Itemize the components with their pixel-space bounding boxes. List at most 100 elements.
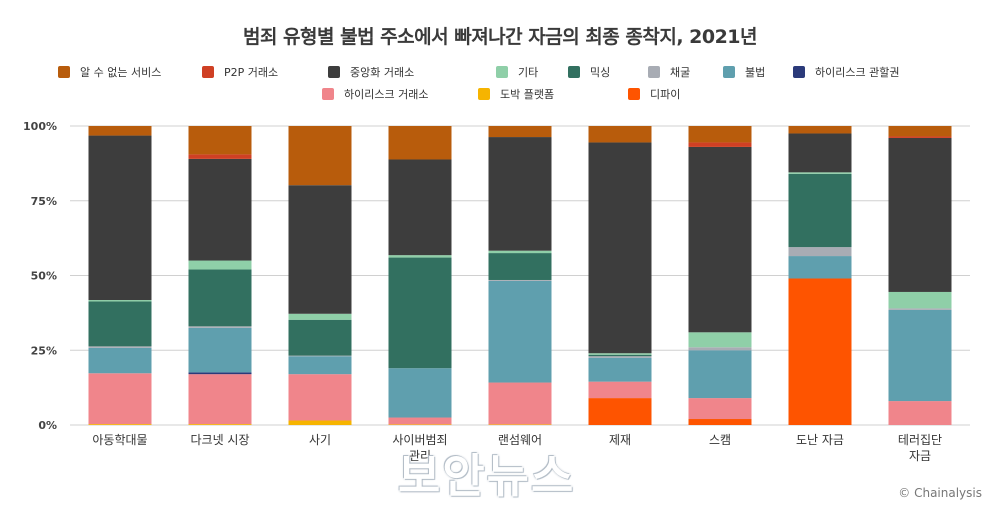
bar-segment [88, 300, 152, 302]
x-tick-label: 아동학대물 [92, 433, 147, 447]
legend-label: 하이리스크 거래소 [344, 88, 429, 101]
legend-label: 도박 플랫폼 [500, 88, 555, 101]
bar-segment [188, 374, 252, 425]
bar-segment [288, 355, 352, 357]
bar-segment [188, 424, 252, 425]
bar-segment [688, 332, 752, 348]
bar-segment [388, 417, 452, 425]
bar-segment [88, 347, 152, 374]
x-tick-label: 다크넷 시장 [190, 433, 249, 447]
y-tick-label: 50% [31, 270, 57, 283]
legend-label: 알 수 없는 서비스 [80, 66, 162, 79]
bar-segment [288, 356, 352, 375]
legend-swatch [723, 66, 735, 78]
legend-label: 믹싱 [590, 66, 611, 79]
bar-segment [688, 126, 752, 143]
bar-segment [788, 133, 852, 173]
bar-segment [688, 146, 752, 333]
legend-swatch [322, 88, 334, 100]
bar-segment [88, 135, 152, 301]
bar-segment [488, 126, 552, 138]
bar-segment [188, 269, 252, 327]
legend-swatch [496, 66, 508, 78]
legend-label: 중앙화 거래소 [350, 66, 415, 79]
legend-swatch [478, 88, 490, 100]
legend-item: 하이리스크 관할권 [793, 64, 899, 80]
y-tick-label: 75% [31, 195, 57, 208]
bar-segment [288, 420, 352, 425]
bar-segment [388, 424, 452, 425]
y-tick-label: 0% [38, 419, 57, 432]
x-tick-label: 사기 [309, 433, 331, 447]
bar-segment [888, 136, 952, 138]
legend-item: P2P 거래소 [202, 64, 278, 80]
y-tick-label: 25% [31, 344, 57, 357]
legend-item: 도박 플랫폼 [478, 86, 554, 102]
bar-segment [688, 350, 752, 399]
bar-segment [88, 373, 152, 425]
x-tick-label: 랜섬웨어 [498, 433, 542, 447]
x-tick-label: 제재 [609, 433, 631, 447]
bar-segment [788, 173, 852, 248]
bar-segment [588, 126, 652, 143]
bar-segment [788, 278, 852, 425]
bar-segment [688, 398, 752, 420]
bar-segment [888, 308, 952, 310]
bar-segment [188, 372, 252, 375]
bar-segment [888, 401, 952, 425]
bar-segment [488, 253, 552, 280]
legend-item: 믹싱 [568, 64, 610, 80]
legend-item: 디파이 [628, 86, 680, 102]
bar-segment [388, 126, 452, 160]
bar-segment [688, 142, 752, 147]
bar-segment [188, 126, 252, 155]
legend-swatch [628, 88, 640, 100]
chart-title: 범죄 유형별 불법 주소에서 빠져나간 자금의 최종 종착지, 2021년 [242, 26, 758, 48]
legend-swatch [202, 66, 214, 78]
bar-segment [388, 255, 452, 258]
legend-item: 기타 [496, 64, 538, 80]
bar-segment [488, 382, 552, 425]
bar-segment [588, 142, 652, 354]
bar-segment [888, 291, 952, 309]
bar-segment [588, 356, 652, 358]
bar-segment [488, 280, 552, 383]
bar-segment [788, 247, 852, 257]
bar-segment [588, 381, 652, 399]
bar-segment [388, 257, 452, 369]
bar-segment [188, 260, 252, 270]
legend-swatch [648, 66, 660, 78]
bar-segment [88, 126, 152, 136]
legend-item: 중앙화 거래소 [328, 64, 414, 80]
bar-segment [288, 319, 352, 356]
legend: 알 수 없는 서비스 P2P 거래소 중앙화 거래소 기타 믹싱 채굴 불법 하이리스크 관할… [58, 64, 958, 108]
bar-segment [388, 368, 452, 418]
bar-segment [288, 313, 352, 320]
bar-segment [288, 185, 352, 314]
bar-segment [188, 326, 252, 328]
legend-swatch [58, 66, 70, 78]
bar-segment [588, 354, 652, 357]
bar-segment [288, 126, 352, 186]
bar-segment [688, 347, 752, 351]
legend-item: 알 수 없는 서비스 [58, 64, 161, 80]
legend-label: 채굴 [670, 66, 691, 79]
bar-segment [288, 374, 352, 421]
bar-segment [88, 301, 152, 347]
legend-swatch [793, 66, 805, 78]
legend-item: 채굴 [648, 64, 690, 80]
watermark-logo: 보안뉴스 [398, 449, 576, 503]
x-tick-label: 테러집단 자금 [898, 433, 942, 463]
bar-segment [588, 357, 652, 382]
x-tick-label: 도난 자금 [796, 433, 844, 447]
x-tick-label: 사이버범죄 관리 [392, 433, 447, 463]
bar-segment [188, 158, 252, 261]
bar-segment [488, 424, 552, 425]
bar-segment [488, 279, 552, 281]
legend-item: 하이리스크 거래소 [322, 86, 428, 102]
x-tick-label: 스캠 [709, 433, 731, 447]
legend-item: 불법 [723, 64, 765, 80]
legend-swatch [568, 66, 580, 78]
bar-segment [88, 346, 152, 348]
